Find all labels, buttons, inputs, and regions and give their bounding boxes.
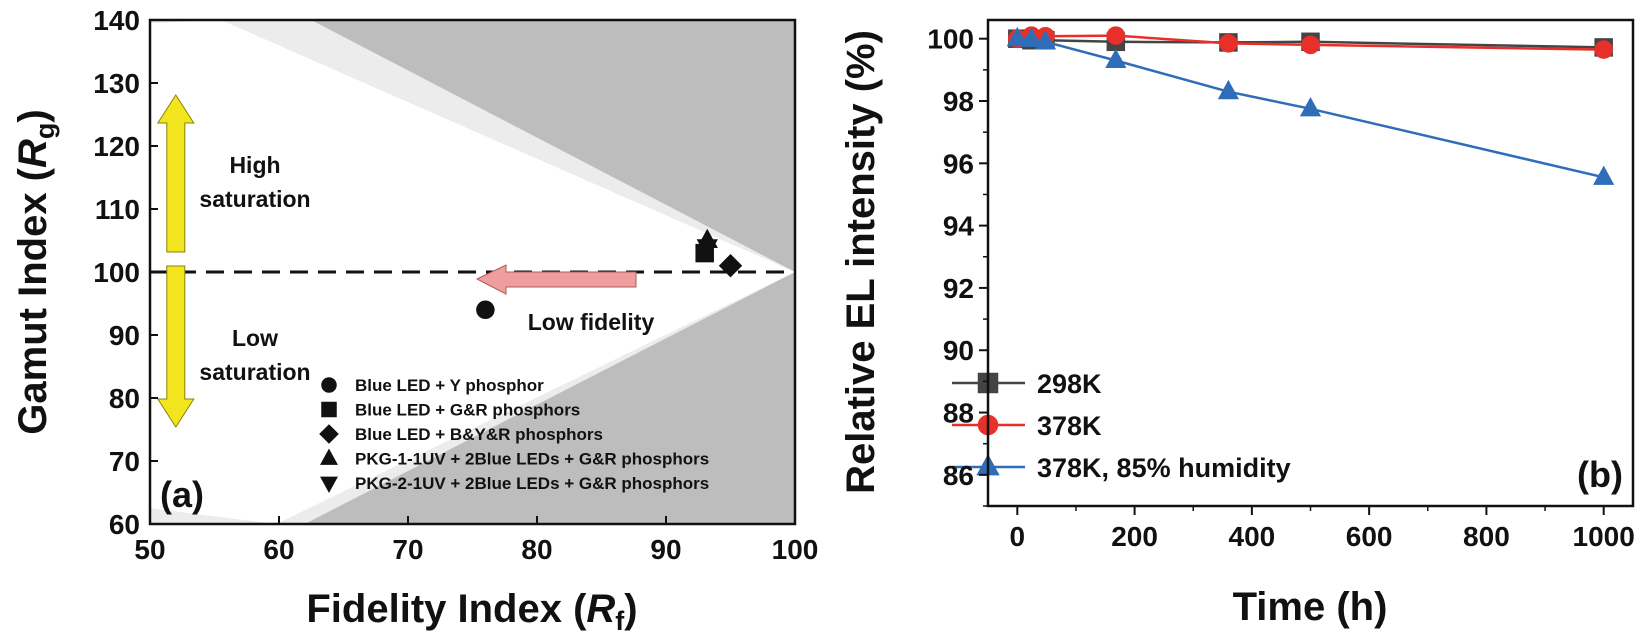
annotation-arrows [156,94,637,428]
annotation-text: High saturation Low saturation Low fidel… [199,152,654,385]
panel-b-label: (b) [1577,454,1623,495]
y-tick-label: 70 [109,446,140,477]
point-circle [476,300,495,320]
point-diamond [718,254,743,278]
panel-a-xlabel: Fidelity Index (Rf) [306,587,637,636]
legend-label: PKG-1-1UV + 2Blue LEDs + G&R phosphors [355,450,709,469]
legend-label-378K: 378K [1037,411,1102,441]
x-tick-label: 50 [134,534,165,565]
arrow-down-saturation [156,265,195,428]
annotation-high-2: saturation [199,186,310,212]
panel-b-legend: 298K 378K 378K, 85% humidity [952,369,1291,483]
series-point-378K, 85% humidity [1034,30,1057,50]
y-tick-label: 120 [93,131,140,162]
y-tick-label: 94 [943,211,975,242]
legend-marker-triangle-down [320,476,338,493]
series-point-378K [1106,26,1126,45]
series-point-378K [1301,35,1320,55]
legend-marker-square [321,401,337,418]
x-tick-label: 70 [392,534,423,565]
series-point-378K, 85% humidity [1299,97,1322,117]
y-tick-label: 80 [109,383,140,414]
panel-b-xlabel: Time (h) [1233,585,1388,629]
y-tick-label: 88 [943,398,974,429]
series-point-378K, 85% humidity [1217,79,1240,100]
arrow-up-saturation [156,94,195,253]
series-point-378K, 85% humidity [1105,48,1127,69]
panel-a-label: (a) [160,474,204,515]
legend-label: Blue LED + B&Y&R phosphors [355,425,603,444]
panel-a-shading [150,20,795,524]
arrow-low-fidelity [475,264,637,295]
panel-a-ylabel: Gamut Index (Rg) [11,109,60,434]
y-tick-label: 100 [93,257,140,288]
y-tick-label: 110 [95,194,140,225]
annotation-low-2: saturation [199,359,310,385]
y-tick-label: 90 [109,320,140,351]
y-tick-label: 140 [93,5,140,36]
annotation-low-1: Low [232,325,278,351]
y-tick-label: 130 [93,68,140,99]
x-tick-label: 600 [1346,521,1393,552]
annotation-low-fidelity: Low fidelity [528,309,655,335]
x-tick-label: 60 [263,534,294,565]
y-tick-label: 86 [943,460,974,491]
legend-label: Blue LED + G&R phosphors [355,401,580,420]
panel-b-series [1006,26,1615,185]
series-point-378K, 85% humidity [1593,165,1615,185]
legend-label: Blue LED + Y phosphor [355,376,544,395]
legend-marker-circle [321,377,337,393]
panel-a: High saturation Low saturation Low fidel… [11,5,818,636]
y-tick-label: 92 [943,273,974,304]
legend-label: PKG-2-1UV + 2Blue LEDs + G&R phosphors [355,474,709,493]
panel-a-points [476,228,743,320]
point-triangle-down [696,239,718,259]
x-tick-label: 1000 [1573,521,1635,552]
series-point-378K [1219,34,1238,53]
x-tick-label: 200 [1111,521,1158,552]
y-tick-label: 60 [109,509,140,540]
panel-b: 298K 378K 378K, 85% humidity 0 200 400 600 800… [839,18,1635,629]
series-point-378K, 85% humidity [1006,26,1028,47]
legend-marker-triangle-up [320,448,338,465]
x-tick-label: 400 [1229,521,1276,552]
y-tick-label: 100 [927,24,974,55]
series-point-378K, 85% humidity [1020,27,1043,47]
x-tick-label: 100 [772,534,819,565]
y-tick-label: 90 [943,335,974,366]
panel-a-legend: Blue LED + Y phosphor Blue LED + G&R phos… [319,376,709,493]
x-tick-label: 80 [521,534,552,565]
x-tick-label: 90 [650,534,681,565]
annotation-high-1: High [229,152,280,178]
y-tick-label: 96 [943,148,974,179]
x-tick-label: 0 [1010,521,1026,552]
panel-b-ticks: 0 200 400 600 800 1000 86 88 90 92 94 96 98 100 [927,24,1635,552]
series-point-378K [1594,40,1613,59]
y-tick-label: 98 [943,86,974,117]
legend-label-378K, 85% humidity: 378K, 85% humidity [1037,453,1291,483]
panel-b-ylabel: Relative EL intensity (%) [839,30,883,494]
legend-marker-diamond [319,424,339,444]
x-tick-label: 800 [1463,521,1510,552]
legend-label-298K: 298K [1037,369,1102,399]
